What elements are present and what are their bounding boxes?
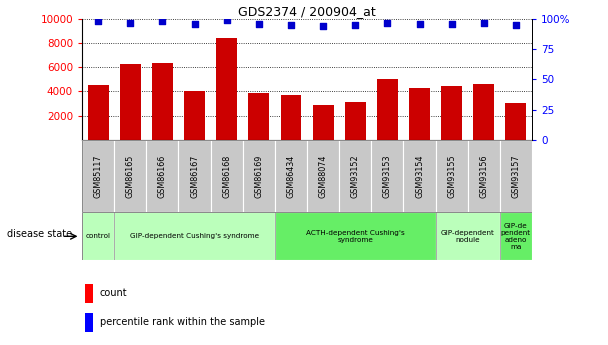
Point xyxy=(511,22,521,28)
Bar xyxy=(468,140,500,212)
Point xyxy=(318,23,328,29)
Bar xyxy=(339,140,371,212)
Text: control: control xyxy=(86,233,111,239)
Bar xyxy=(474,83,494,140)
Bar xyxy=(377,79,398,140)
Text: ACTH-dependent Cushing's
syndrome: ACTH-dependent Cushing's syndrome xyxy=(306,230,404,243)
Text: disease state: disease state xyxy=(7,229,72,239)
Text: GSM86167: GSM86167 xyxy=(190,154,199,198)
Bar xyxy=(280,95,302,140)
Bar xyxy=(120,64,140,140)
Point xyxy=(479,20,489,26)
Bar xyxy=(82,140,114,212)
Text: GSM86434: GSM86434 xyxy=(286,154,295,198)
Bar xyxy=(216,38,237,140)
Point xyxy=(286,22,296,28)
Bar xyxy=(345,102,365,140)
Text: GSM93155: GSM93155 xyxy=(447,154,456,198)
Bar xyxy=(313,105,334,140)
Bar xyxy=(147,140,179,212)
Bar xyxy=(404,140,435,212)
Bar xyxy=(184,91,205,140)
Text: GSM93152: GSM93152 xyxy=(351,154,360,198)
Bar xyxy=(409,88,430,140)
Bar xyxy=(435,212,500,260)
Text: GSM86165: GSM86165 xyxy=(126,154,135,198)
Point xyxy=(190,21,199,27)
Text: percentile rank within the sample: percentile rank within the sample xyxy=(100,317,264,327)
Bar xyxy=(441,86,462,140)
Bar xyxy=(88,85,109,140)
Bar xyxy=(210,140,243,212)
Bar xyxy=(505,103,527,140)
Point xyxy=(93,19,103,24)
Text: count: count xyxy=(100,288,127,298)
Bar xyxy=(371,140,404,212)
Text: GSM93157: GSM93157 xyxy=(511,154,520,198)
Bar xyxy=(249,93,269,140)
Bar xyxy=(152,63,173,140)
Bar xyxy=(307,140,339,212)
Bar xyxy=(179,140,210,212)
Bar xyxy=(114,140,147,212)
Bar xyxy=(275,212,435,260)
Bar xyxy=(114,212,275,260)
Text: GSM93156: GSM93156 xyxy=(479,154,488,198)
Point xyxy=(350,22,360,28)
Text: GIP-dependent Cushing's syndrome: GIP-dependent Cushing's syndrome xyxy=(130,233,259,239)
Bar xyxy=(243,140,275,212)
Text: GIP-dependent
nodule: GIP-dependent nodule xyxy=(441,230,495,243)
Point xyxy=(415,21,424,27)
Point xyxy=(382,20,392,26)
Text: GSM86169: GSM86169 xyxy=(254,154,263,198)
Bar xyxy=(500,140,532,212)
Bar xyxy=(82,212,114,260)
Bar xyxy=(275,140,307,212)
Bar xyxy=(85,313,93,332)
Bar xyxy=(435,140,468,212)
Bar xyxy=(500,212,532,260)
Title: GDS2374 / 200904_at: GDS2374 / 200904_at xyxy=(238,5,376,18)
Point xyxy=(254,21,264,27)
Text: GSM86168: GSM86168 xyxy=(222,154,231,198)
Text: GSM93154: GSM93154 xyxy=(415,154,424,198)
Text: GSM88074: GSM88074 xyxy=(319,154,328,198)
Text: GSM85117: GSM85117 xyxy=(94,154,103,198)
Point xyxy=(157,19,167,24)
Point xyxy=(447,21,457,27)
Text: GSM86166: GSM86166 xyxy=(158,154,167,198)
Text: GIP-de
pendent
adeno
ma: GIP-de pendent adeno ma xyxy=(501,223,531,250)
Point xyxy=(222,17,232,23)
Text: GSM93153: GSM93153 xyxy=(383,154,392,198)
Point xyxy=(125,20,135,26)
Bar xyxy=(85,284,93,303)
